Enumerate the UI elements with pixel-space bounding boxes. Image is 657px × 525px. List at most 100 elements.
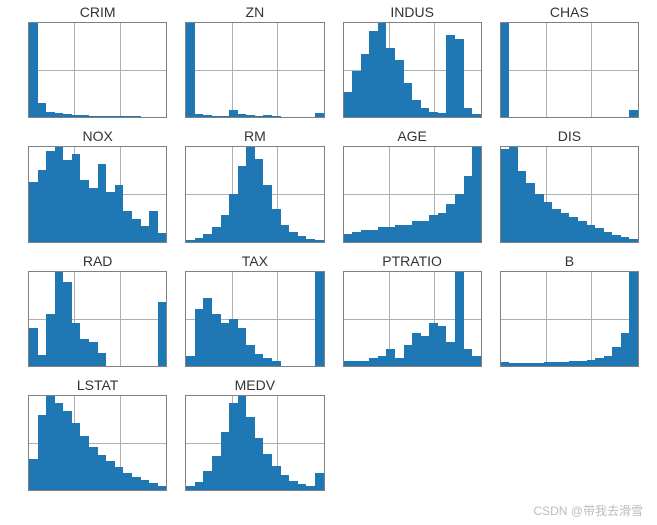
- bars: [186, 23, 323, 117]
- bar: [386, 227, 395, 241]
- bar: [412, 333, 421, 366]
- bar: [212, 116, 221, 117]
- bar: [246, 147, 255, 241]
- bar: [55, 403, 64, 490]
- bar: [569, 361, 578, 366]
- bar: [80, 115, 89, 117]
- bar: [561, 362, 570, 366]
- bar: [186, 240, 195, 242]
- bar: [587, 225, 596, 242]
- bar: [361, 361, 370, 366]
- panel-indus: INDUS: [343, 4, 482, 118]
- bar: [518, 171, 527, 242]
- histogram-plot: [185, 22, 324, 118]
- bar: [98, 116, 107, 117]
- bar: [281, 225, 290, 242]
- bar: [203, 115, 212, 117]
- bar: [38, 415, 47, 490]
- bar: [629, 272, 638, 366]
- bars: [29, 272, 166, 366]
- bar: [352, 71, 361, 117]
- bar: [535, 194, 544, 241]
- bar: [604, 232, 613, 241]
- bar: [115, 116, 124, 117]
- panel-title: NOX: [82, 128, 112, 146]
- bar: [46, 396, 55, 490]
- bar: [298, 484, 307, 490]
- bar: [315, 240, 324, 242]
- bar: [404, 345, 413, 366]
- histogram-plot: [185, 395, 324, 491]
- bar: [429, 112, 438, 118]
- panel-ptratio: PTRATIO: [343, 253, 482, 367]
- panel-title: LSTAT: [77, 377, 119, 395]
- bar: [621, 237, 630, 242]
- histogram-grid: CRIMZNINDUSCHASNOXRMAGEDISRADTAXPTRATIOB…: [0, 0, 657, 521]
- bar: [289, 481, 298, 490]
- bar: [63, 160, 72, 242]
- bar: [195, 482, 204, 490]
- bar: [629, 110, 638, 118]
- bar: [272, 116, 281, 117]
- bar: [89, 447, 98, 490]
- bar: [361, 54, 370, 117]
- bar: [344, 361, 353, 366]
- bar: [98, 164, 107, 242]
- histogram-plot: [343, 271, 482, 367]
- bar: [421, 221, 430, 242]
- panel-zn: ZN: [185, 4, 324, 118]
- bar: [38, 355, 47, 366]
- bar: [80, 180, 89, 241]
- bar: [123, 211, 132, 242]
- panel-tax: TAX: [185, 253, 324, 367]
- bar: [221, 432, 230, 490]
- bar: [238, 328, 247, 366]
- bar: [186, 356, 195, 365]
- bar: [132, 477, 141, 490]
- bar: [229, 194, 238, 241]
- bar: [263, 185, 272, 242]
- bar: [123, 473, 132, 490]
- watermark: CSDN @带我去滑雪: [533, 502, 643, 519]
- bar: [404, 83, 413, 117]
- bar: [455, 39, 464, 117]
- bar: [604, 356, 613, 365]
- bars: [344, 147, 481, 241]
- bar: [255, 438, 264, 490]
- bar: [132, 116, 141, 117]
- bar: [238, 166, 247, 241]
- bar: [315, 473, 324, 490]
- bar: [55, 272, 64, 366]
- bar: [55, 113, 64, 117]
- histogram-plot: [28, 271, 167, 367]
- bars: [29, 23, 166, 117]
- bar: [281, 475, 290, 490]
- panel-title: CRIM: [80, 4, 116, 22]
- bar: [238, 396, 247, 490]
- bar: [438, 213, 447, 241]
- bar: [612, 235, 621, 242]
- bar: [272, 466, 281, 490]
- bar: [106, 192, 115, 241]
- bar: [535, 363, 544, 366]
- bar: [446, 35, 455, 118]
- bar: [429, 215, 438, 241]
- bar: [501, 23, 510, 117]
- bar: [141, 480, 150, 490]
- bar: [421, 336, 430, 366]
- bar: [29, 23, 38, 117]
- bars: [501, 272, 638, 366]
- bar: [561, 213, 570, 241]
- bar: [63, 114, 72, 117]
- bar: [361, 230, 370, 241]
- panel-title: AGE: [397, 128, 427, 146]
- bar: [369, 31, 378, 117]
- panel-title: B: [565, 253, 574, 271]
- bar: [421, 108, 430, 117]
- bar: [552, 362, 561, 366]
- bar: [80, 339, 89, 366]
- bar: [63, 282, 72, 366]
- bar: [149, 483, 158, 490]
- bar: [455, 194, 464, 241]
- bar: [344, 92, 353, 117]
